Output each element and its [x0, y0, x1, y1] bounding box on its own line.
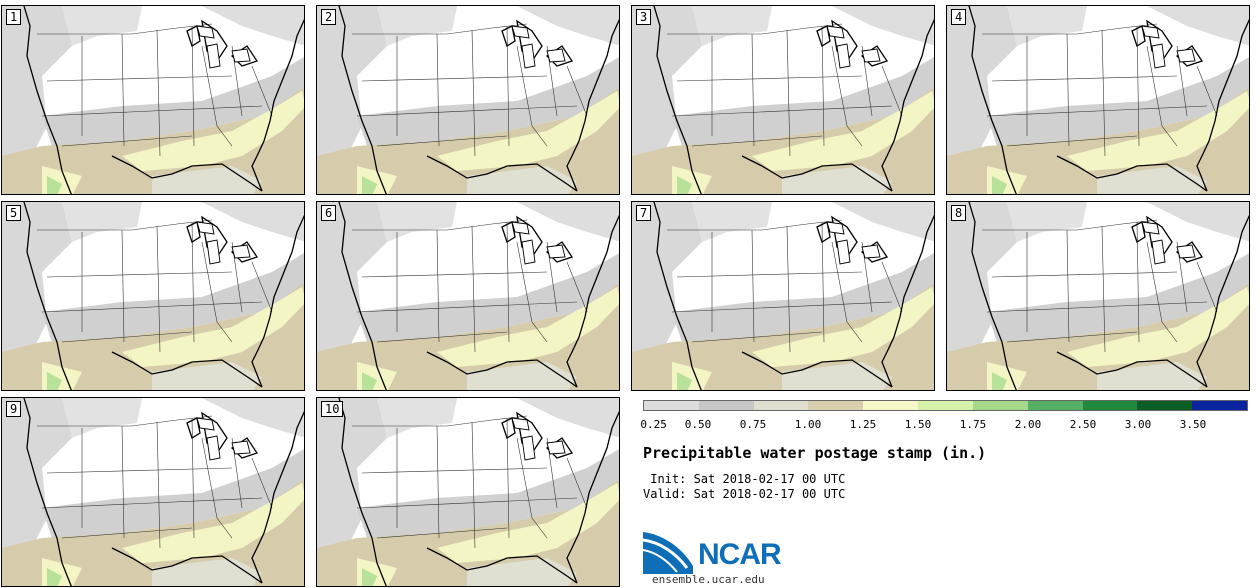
map-panel-5: 5: [1, 201, 305, 391]
map-panel-4: 4: [946, 5, 1250, 195]
legend-tick-label: 1.00: [794, 418, 822, 431]
website-label: ensemble.ucar.edu: [652, 573, 765, 586]
legend-tick-label: 2.50: [1069, 418, 1097, 431]
legend-tick-label: 0.25: [640, 418, 667, 431]
ncar-logo-text: NCAR: [698, 538, 782, 571]
panel-label: 7: [636, 205, 652, 221]
map-image: [317, 398, 620, 587]
map-image: [947, 6, 1250, 195]
legend-tick-label: 1.25: [849, 418, 877, 431]
map-image: [317, 202, 620, 391]
legend-swatch: [753, 401, 809, 410]
legend-swatch: [1137, 401, 1193, 410]
color-legend-bar: [643, 400, 1248, 411]
legend-swatch: [1192, 401, 1247, 410]
map-image: [2, 6, 305, 195]
legend-swatch: [918, 401, 973, 410]
legend-tick-label: 1.75: [959, 418, 987, 431]
map-image: [632, 6, 935, 195]
map-image: [947, 202, 1250, 391]
panel-label: 6: [321, 205, 337, 221]
map-panel-9: 9: [1, 397, 305, 587]
legend-tick-label: 3.00: [1124, 418, 1152, 431]
legend-swatch: [644, 401, 699, 410]
panel-label: 10: [321, 401, 344, 417]
legend-swatch: [972, 401, 1028, 410]
map-panel-3: 3: [631, 5, 935, 195]
map-image: [632, 202, 935, 391]
map-panel-7: 7: [631, 201, 935, 391]
legend-tick-label: 1.50: [904, 418, 932, 431]
panel-label: 1: [6, 9, 22, 25]
map-panel-8: 8: [946, 201, 1250, 391]
legend-swatch: [1027, 401, 1083, 410]
map-panel-6: 6: [316, 201, 620, 391]
panel-label: 9: [6, 401, 22, 417]
valid-time: Valid: Sat 2018-02-17 00 UTC: [643, 487, 846, 501]
legend-tick-label: 0.75: [739, 418, 767, 431]
panel-label: 3: [636, 9, 652, 25]
map-image: [317, 6, 620, 195]
panel-label: 4: [951, 9, 967, 25]
legend-tick-label: 3.50: [1179, 418, 1207, 431]
map-panel-2: 2: [316, 5, 620, 195]
legend-tick-label: 2.00: [1014, 418, 1042, 431]
init-time: Init: Sat 2018-02-17 00 UTC: [643, 472, 846, 486]
map-image: [2, 202, 305, 391]
panel-label: 2: [321, 9, 337, 25]
ncar-logo-icon: [643, 532, 693, 574]
legend-swatch: [698, 401, 754, 410]
panel-label: 8: [951, 205, 967, 221]
legend-swatch: [808, 401, 864, 410]
map-panel-10: 10: [316, 397, 620, 587]
legend-tick-label: 0.50: [684, 418, 712, 431]
legend-swatch: [1082, 401, 1138, 410]
map-image: [2, 398, 305, 587]
map-panel-1: 1: [1, 5, 305, 195]
panel-label: 5: [6, 205, 22, 221]
color-legend-ticks: 0.25 0.50 0.75 1.00 1.25 1.50 1.75 2.00 2.50 3.00…: [640, 418, 1248, 432]
legend-swatch: [863, 401, 919, 410]
figure-title: Precipitable water postage stamp (in.): [643, 444, 987, 462]
